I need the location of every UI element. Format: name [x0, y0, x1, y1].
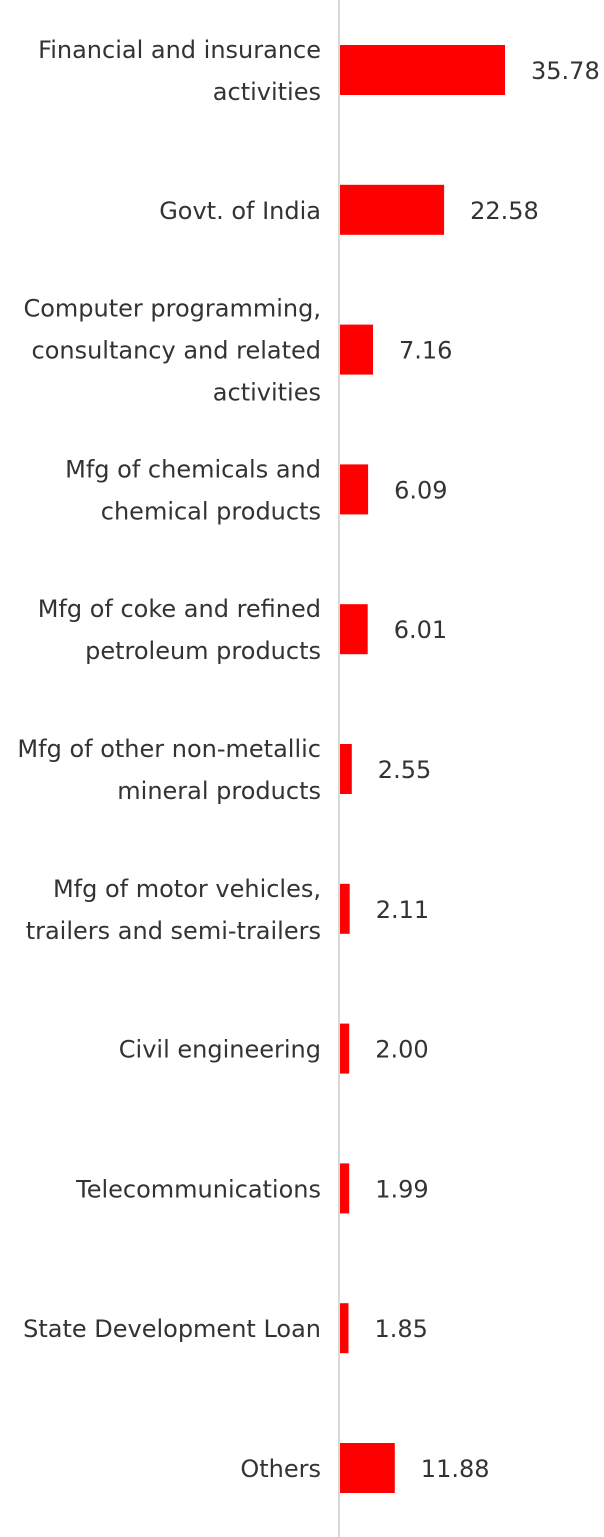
category-label-line: activities [213, 379, 321, 407]
category-label-7: Civil engineering [119, 1036, 321, 1064]
category-label-line: activities [213, 78, 321, 106]
value-label-3: 6.09 [394, 476, 447, 504]
category-label-line: Others [240, 1455, 321, 1483]
value-label-8: 1.99 [375, 1175, 428, 1203]
category-label-5: Mfg of other non-metallic mineral product… [17, 735, 321, 805]
category-label-3: Mfg of chemicals and chemical products [65, 455, 321, 525]
category-label-line: Mfg of other non-metallic [17, 735, 321, 763]
bars-group [340, 45, 505, 1493]
bar-8 [340, 1163, 350, 1214]
category-label-line: Govt. of India [159, 197, 321, 225]
bar-5 [340, 744, 352, 794]
category-label-9: State Development Loan [23, 1315, 321, 1343]
bar-6 [340, 883, 350, 934]
value-label-9: 1.85 [375, 1315, 428, 1343]
category-label-10: Others [240, 1455, 321, 1483]
value-label-4: 6.01 [394, 616, 447, 644]
category-label-line: Civil engineering [119, 1036, 321, 1064]
category-label-line: State Development Loan [23, 1315, 321, 1343]
category-label-line: mineral products [117, 777, 321, 805]
value-label-10: 11.88 [421, 1455, 490, 1483]
category-label-line: Financial and insurance [38, 36, 321, 64]
value-label-0: 35.78 [531, 57, 600, 85]
bar-2 [340, 324, 373, 375]
category-label-line: Mfg of chemicals and [65, 455, 321, 483]
category-label-6: Mfg of motor vehicles, trailers and semi-… [26, 875, 321, 945]
category-label-line: Mfg of motor vehicles, [53, 875, 321, 903]
value-label-1: 22.58 [470, 197, 539, 225]
category-label-line: chemical products [101, 497, 321, 525]
category-label-2: Computer programming, consultancy and rel… [23, 295, 321, 407]
value-label-7: 2.00 [375, 1036, 428, 1064]
bar-4 [340, 604, 368, 655]
bar-0 [340, 45, 505, 95]
category-label-0: Financial and insurance activities [38, 36, 321, 106]
category-label-line: Mfg of coke and refined [38, 595, 321, 623]
category-labels-group: Financial and insurance activities Govt. o… [17, 36, 321, 1483]
value-label-5: 2.55 [378, 756, 431, 784]
value-label-6: 2.11 [376, 896, 429, 924]
category-label-1: Govt. of India [159, 197, 321, 225]
category-label-4: Mfg of coke and refined petroleum product… [38, 595, 321, 665]
category-label-8: Telecommunications [75, 1175, 321, 1203]
bar-1 [340, 184, 445, 235]
value-label-2: 7.16 [399, 337, 452, 365]
category-label-line: Telecommunications [75, 1175, 321, 1203]
bar-3 [340, 464, 369, 515]
bar-9 [340, 1303, 349, 1354]
category-label-line: trailers and semi-trailers [26, 917, 321, 945]
bar-7 [340, 1023, 350, 1074]
value-labels-group: 35.78 22.58 7.16 6.09 6.01 2.55 2.11 2.00 1.99 1.… [375, 57, 600, 1483]
category-label-line: petroleum products [85, 637, 321, 665]
bar-10 [340, 1443, 395, 1493]
category-label-line: Computer programming, [23, 295, 321, 323]
category-label-line: consultancy and related [32, 337, 322, 365]
